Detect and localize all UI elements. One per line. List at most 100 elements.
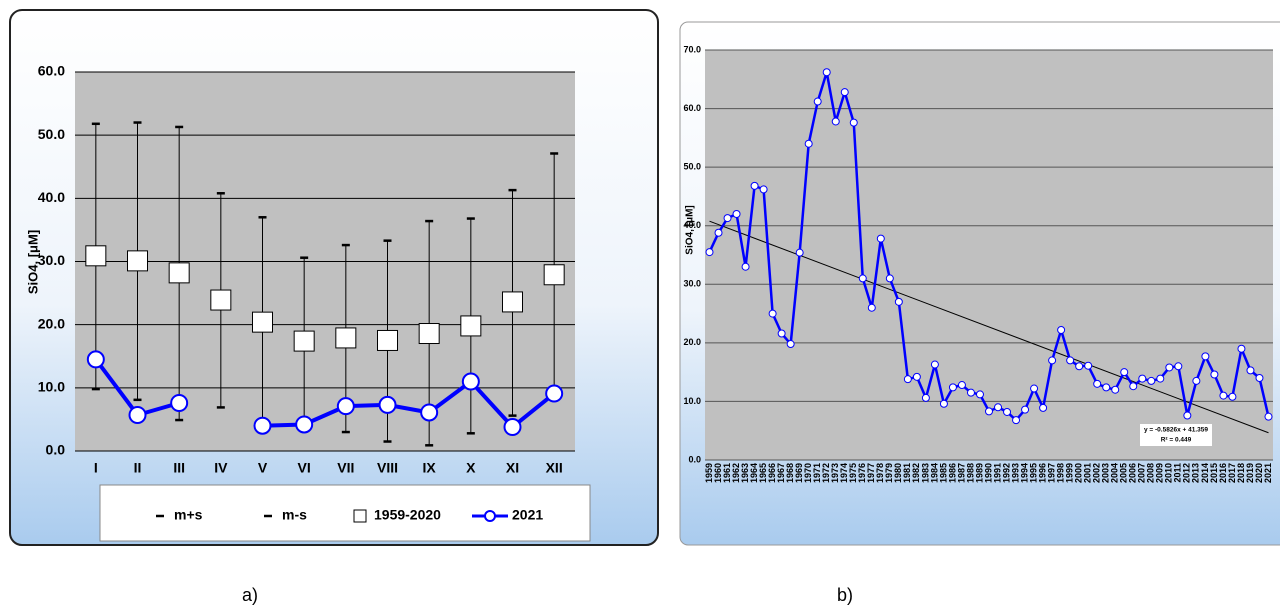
- x-tick-label: XII: [546, 460, 563, 476]
- x-tick-label: 1963: [740, 463, 750, 483]
- point: [768, 309, 777, 318]
- y-tick-label: 10.0: [38, 379, 65, 395]
- x-tick-label: XI: [506, 460, 519, 476]
- point: [1102, 383, 1111, 392]
- point: [545, 384, 564, 403]
- point: [939, 399, 948, 408]
- x-tick-label: 1970: [803, 463, 813, 483]
- x-tick-label: 1965: [758, 463, 768, 483]
- point: [714, 228, 723, 237]
- y-tick-label: 70.0: [683, 44, 701, 54]
- point: [876, 234, 885, 243]
- y-axis-label: SiO4, [μM]: [685, 205, 696, 254]
- point: [1066, 356, 1075, 365]
- x-tick-label: I: [94, 460, 98, 476]
- x-tick-label: 2011: [1173, 463, 1183, 483]
- point: [1012, 416, 1021, 425]
- mean-marker: [502, 291, 523, 313]
- x-tick-label: 2004: [1110, 463, 1120, 483]
- x-tick-label: 1983: [920, 463, 930, 483]
- point: [994, 403, 1003, 412]
- point: [378, 395, 397, 414]
- x-tick-label: 1971: [812, 463, 822, 483]
- point: [930, 360, 939, 369]
- point: [86, 350, 105, 369]
- point: [903, 375, 912, 384]
- point: [295, 415, 314, 434]
- x-tick-label: 1988: [965, 463, 975, 483]
- x-tick-label: 1972: [821, 463, 831, 483]
- point: [1138, 374, 1147, 383]
- point: [1048, 356, 1057, 365]
- x-tick-label: 1987: [956, 463, 966, 483]
- point: [912, 372, 921, 381]
- x-tick-label: 1966: [767, 463, 777, 483]
- x-tick-label: 1986: [947, 463, 957, 483]
- point: [1183, 411, 1192, 420]
- legend-symbol: [484, 510, 496, 522]
- x-tick-label: 2021: [1263, 463, 1273, 483]
- y-tick-label: 40.0: [38, 189, 65, 205]
- point: [1246, 366, 1255, 375]
- trend-equation: y = -0.5826x + 41.359: [1144, 427, 1208, 434]
- point: [777, 329, 786, 338]
- legend-label: m+s: [174, 507, 203, 523]
- x-tick-label: 2018: [1236, 463, 1246, 483]
- x-tick-label: 2002: [1092, 463, 1102, 483]
- point: [1084, 361, 1093, 370]
- point: [1147, 376, 1156, 385]
- point: [957, 381, 966, 390]
- x-tick-label: 1995: [1028, 463, 1038, 483]
- y-axis-label: SiO4, [μM]: [25, 230, 40, 294]
- point: [804, 139, 813, 148]
- plot-area-b: [705, 50, 1273, 460]
- x-tick-label: 2009: [1155, 463, 1165, 483]
- x-tick-label: 2016: [1218, 463, 1228, 483]
- x-tick-label: 1960: [713, 463, 723, 483]
- x-tick-label: 1998: [1056, 463, 1066, 483]
- y-tick-label: 30.0: [683, 279, 701, 289]
- x-tick-label: 1978: [875, 463, 885, 483]
- point: [1057, 325, 1066, 334]
- x-tick-label: 1976: [857, 463, 867, 483]
- x-tick-label: 1968: [785, 463, 795, 483]
- point: [831, 117, 840, 126]
- point: [759, 185, 768, 194]
- x-tick-label: 2007: [1137, 463, 1147, 483]
- x-tick-label: 1961: [722, 463, 732, 483]
- x-tick-label: 1985: [938, 463, 948, 483]
- point: [822, 68, 831, 77]
- legend-label: m-s: [282, 507, 307, 523]
- x-tick-label: 1994: [1019, 463, 1029, 483]
- caption-a: a): [242, 585, 258, 605]
- legend-label: 2021: [512, 507, 543, 523]
- point: [1021, 405, 1030, 414]
- legend-symbol: [353, 509, 367, 523]
- point: [1120, 368, 1129, 377]
- x-tick-label: 1996: [1037, 463, 1047, 483]
- x-tick-label: 2010: [1164, 463, 1174, 483]
- point: [1219, 391, 1228, 400]
- x-tick-label: 2001: [1083, 463, 1093, 483]
- y-tick-label: 40.0: [683, 220, 701, 230]
- x-tick-label: VII: [337, 460, 354, 476]
- mean-marker: [418, 323, 440, 345]
- x-tick-label: 1989: [974, 463, 984, 483]
- x-tick-label: 1990: [983, 463, 993, 483]
- mean-marker: [543, 264, 565, 286]
- x-tick-label: 1964: [749, 463, 759, 483]
- x-tick-label: 1991: [992, 463, 1002, 483]
- x-tick-label: 2019: [1245, 463, 1255, 483]
- point: [1237, 344, 1246, 353]
- point: [1039, 403, 1048, 412]
- y-tick-label: 60.0: [683, 103, 701, 113]
- point: [1201, 352, 1210, 361]
- x-tick-label: 1969: [794, 463, 804, 483]
- y-tick-label: 60.0: [38, 63, 65, 79]
- y-tick-label: 10.0: [683, 396, 701, 406]
- annotation-box: [1140, 424, 1212, 446]
- point: [336, 397, 355, 416]
- x-tick-label: V: [258, 460, 268, 476]
- point: [128, 405, 147, 424]
- point: [849, 118, 858, 127]
